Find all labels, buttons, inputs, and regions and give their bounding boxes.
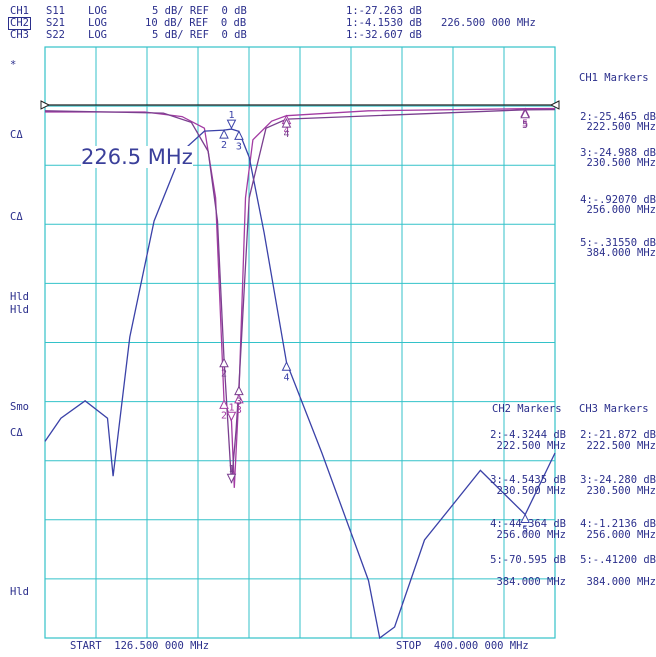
ch1-markers-title: CH1 Markers <box>579 72 649 84</box>
ch3-marker-3-freq: 230.500 MHz <box>586 485 656 497</box>
ref-right-arrow <box>549 100 560 110</box>
marker-3-s21 <box>234 130 244 140</box>
marker-3-s22 <box>234 385 244 396</box>
marker-label-3: 3 <box>236 405 242 416</box>
ch1-marker-4-value: 4:-.92070 dB <box>580 194 656 206</box>
marker-4-s21 <box>281 361 292 371</box>
marker-label-4: 4 <box>283 129 289 140</box>
marker-label-3: 3 <box>236 141 242 152</box>
ch3-scale: 5 dB/ REF 0 dB <box>152 29 247 41</box>
marker-1-s22 <box>226 473 237 484</box>
left-label-6: CΔ <box>10 427 23 439</box>
ch1-readout: 1:-27.263 dB <box>346 5 422 17</box>
marker-2-s21 <box>219 128 229 139</box>
ch2-readout: 1:-4.1530 dB <box>346 17 422 29</box>
ch2-marker-2-freq: 222.500 MHz <box>496 440 566 452</box>
graticule-grid <box>40 46 560 639</box>
marker-1-s11 <box>226 411 237 422</box>
marker-label-5: 5 <box>522 524 528 535</box>
ch2-marker-2-value: 2:-4.3244 dB <box>490 429 566 441</box>
marker-1-s21 <box>226 119 237 130</box>
start-frequency: START 126.500 000 MHz <box>70 640 210 652</box>
ch2-format: LOG <box>88 17 107 29</box>
ch1-marker-5-freq: 384.000 MHz <box>586 247 656 259</box>
marker-4-s22 <box>281 117 292 128</box>
ch3-marker-2-freq: 222.500 MHz <box>586 440 656 452</box>
ch3-marker-2-value: 2:-21.872 dB <box>580 429 656 441</box>
marker-label-3: 3 <box>236 397 242 408</box>
marker-3-s11 <box>234 393 244 404</box>
ch2-label[interactable]: CH2 <box>8 17 31 30</box>
ch3-markers-title: CH3 Markers <box>579 403 649 415</box>
left-label-5: Smo <box>10 401 29 413</box>
marker-label-4: 4 <box>283 372 289 383</box>
ch2-scale: 10 dB/ REF 0 dB <box>145 17 247 29</box>
ch3-format: LOG <box>88 29 107 41</box>
ch3-marker-5-value: 5:-.41200 dB <box>580 554 656 566</box>
star-marker: * <box>10 59 17 71</box>
left-label-2: CΔ <box>10 211 23 223</box>
ch2-marker-5-freq: 384.000 MHz <box>496 576 566 588</box>
marker-label-1: 1 <box>228 110 234 121</box>
ch1-marker-5-value: 5:-.31550 dB <box>580 237 656 249</box>
ch2-marker-3-freq: 230.500 MHz <box>496 485 566 497</box>
ch1-marker-4-freq: 256.000 MHz <box>586 204 656 216</box>
ch1-param: S11 <box>46 5 65 17</box>
marker-label-5: 5 <box>522 120 528 131</box>
marker-label-1: 1 <box>228 464 234 475</box>
ref-left-arrow <box>40 100 51 110</box>
ch1-label: CH1 <box>10 5 29 17</box>
marker-label-4: 4 <box>283 126 289 137</box>
marker-2-s11 <box>219 399 229 409</box>
ch1-marker-2-value: 2:-25.465 dB <box>580 111 656 123</box>
ch3-param: S22 <box>46 29 65 41</box>
ch3-label: CH3 <box>10 29 29 41</box>
left-label-1: CΔ <box>10 129 23 141</box>
ch1-marker-3-freq: 230.500 MHz <box>586 157 656 169</box>
ch2-marker-5-value: 5:-70.595 dB <box>490 554 566 566</box>
ch2-param: S21 <box>46 17 65 29</box>
left-label-7: Hld <box>10 586 29 598</box>
left-label-4: Hld <box>10 304 29 316</box>
marker-label-2: 2 <box>221 140 227 151</box>
trace-s22 <box>44 108 556 484</box>
stop-frequency: STOP 400.000 000 MHz <box>396 640 529 652</box>
marker-2-s22 <box>219 357 229 368</box>
ch2-marker-4-freq: 256.000 MHz <box>496 529 566 541</box>
ch2-marker-3-value: 3:-4.5435 dB <box>490 474 566 486</box>
trace-s11 <box>45 107 556 488</box>
ch3-readout: 1:-32.607 dB <box>346 29 422 41</box>
ch2-marker-4-value: 4:-44.364 dB <box>490 518 566 530</box>
marker-label-2: 2 <box>221 369 227 380</box>
left-label-3: Hld <box>10 291 29 303</box>
marker-frequency: 226.500 000 MHz <box>441 17 536 29</box>
marker-5-s21 <box>520 513 530 523</box>
marker-label-5: 5 <box>522 119 528 130</box>
ch3-marker-4-value: 4:-1.2136 dB <box>580 518 656 530</box>
ch3-marker-5-freq: 384.000 MHz <box>586 576 656 588</box>
ch2-markers-title: CH2 Markers <box>492 403 562 415</box>
marker-label-1: 1 <box>228 402 234 413</box>
ch1-marker-3-value: 3:-24.988 dB <box>580 147 656 159</box>
ch3-marker-4-freq: 256.000 MHz <box>586 529 656 541</box>
marker-label-2: 2 <box>221 410 227 421</box>
ch1-scale: 5 dB/ REF 0 dB <box>152 5 247 17</box>
ch3-marker-3-value: 3:-24.280 dB <box>580 474 656 486</box>
center-frequency-annotation: 226.5 MHz <box>81 145 193 169</box>
ch1-format: LOG <box>88 5 107 17</box>
ch1-marker-2-freq: 222.500 MHz <box>586 121 656 133</box>
marker-5-s22 <box>520 108 530 119</box>
